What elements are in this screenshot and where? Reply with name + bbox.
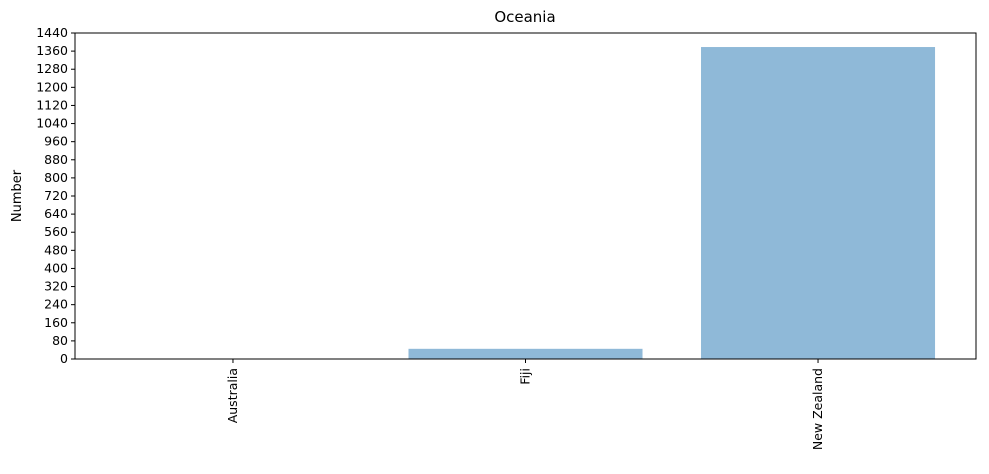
x-tick-label: Australia: [225, 368, 240, 423]
plot-frame: [74, 32, 977, 360]
y-tick-label: 640: [44, 206, 68, 221]
y-tick-label: 240: [44, 297, 68, 312]
x-axis-ticks: Australia Fiji New Zealand: [225, 359, 825, 450]
x-tick-label: Fiji: [518, 368, 533, 385]
x-tick-label: New Zealand: [810, 368, 825, 450]
bars-layer: [408, 47, 936, 360]
bar-new-zealand: [701, 47, 936, 360]
y-tick-label: 880: [44, 152, 68, 167]
bar-fiji: [408, 348, 643, 359]
y-tick-label: 480: [44, 242, 68, 257]
y-tick-label: 0: [60, 351, 68, 366]
y-axis-label: Number: [10, 169, 25, 222]
y-tick-label: 160: [44, 315, 68, 330]
y-tick-label: 320: [44, 279, 68, 294]
y-tick-label: 560: [44, 224, 68, 239]
y-axis-ticks: 0 80 160 240 320 400 480 560 640 720 800 880 960 1040…: [36, 25, 75, 366]
y-tick-label: 1120: [36, 97, 68, 112]
y-tick-label: 1440: [36, 25, 68, 40]
y-tick-label: 1360: [36, 43, 68, 58]
y-tick-label: 960: [44, 134, 68, 149]
y-tick-label: 400: [44, 260, 68, 275]
y-tick-label: 80: [52, 333, 68, 348]
y-tick-label: 800: [44, 170, 68, 185]
y-tick-label: 1200: [36, 79, 68, 94]
chart-title: Oceania: [494, 8, 555, 26]
y-tick-label: 1040: [36, 116, 68, 131]
y-tick-label: 1280: [36, 61, 68, 76]
y-tick-label: 720: [44, 188, 68, 203]
